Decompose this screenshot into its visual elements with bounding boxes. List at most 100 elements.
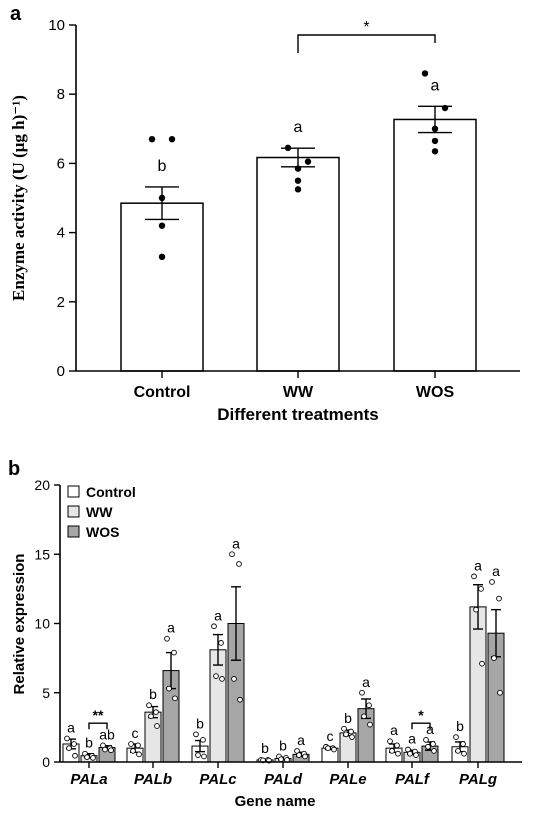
panel-b-data-point	[84, 754, 90, 761]
panel-b-legend-swatch	[67, 505, 80, 518]
panel-b-data-point	[90, 754, 96, 761]
panel-b-data-point	[367, 721, 373, 728]
panel-b-y-axis-title: Relative expression	[11, 554, 28, 695]
panel-a-significance-letter: a	[294, 119, 303, 136]
panel-b-data-point	[153, 709, 159, 715]
panel-b-legend-swatch	[67, 485, 80, 498]
panel-b-legend-swatch	[67, 525, 80, 538]
panel-a-plot-area: 0 2 4 6 8 10 b Control a WW a WOS *	[48, 17, 477, 401]
panel-b-significance-letter: a	[297, 732, 305, 748]
panel-b-data-point	[172, 695, 178, 702]
panel-a-data-point	[304, 158, 312, 165]
panel-b-y-tick-label: 10	[34, 616, 50, 632]
panel-a-data-point	[158, 253, 166, 261]
panel-b-significance-letter: a	[232, 535, 240, 551]
panel-b-legend: Control WW WOS	[67, 484, 136, 540]
panel-a-y-tick-label: 6	[57, 155, 65, 172]
panel-b-data-point	[423, 736, 429, 743]
panel-b-data-point	[136, 751, 142, 758]
panel-a-category-label: WOS	[416, 384, 455, 401]
panel-a-data-point	[431, 137, 439, 145]
panel-b-data-point	[135, 742, 141, 749]
panel-a-category-label: Control	[134, 384, 191, 401]
panel-b-data-point	[64, 735, 70, 742]
panel-b-y-tick-label: 20	[34, 477, 50, 493]
panel-a-y-axis-title: Enzyme activity (U (μg h)⁻¹)	[9, 95, 28, 301]
panel-b-significance-letter: c	[327, 728, 334, 744]
panel-b-data-point	[361, 713, 367, 720]
panel-b-data-point	[389, 748, 395, 754]
panel-a-data-point	[158, 194, 166, 202]
panel-a-bar	[256, 156, 340, 372]
panel-b-bar	[469, 606, 487, 763]
panel-b-gene-label: PALg	[459, 771, 497, 788]
panel-b-x-axis-title: Gene name	[235, 793, 316, 810]
panel-b-data-point	[461, 750, 467, 757]
panel-b-data-point	[201, 753, 207, 760]
panel-a-data-point	[148, 135, 156, 143]
panel-a: a 0 2 4 6 8 10 b Control a WW a WOS * Enzyme activit…	[9, 3, 520, 424]
panel-b-data-point	[193, 731, 199, 738]
panel-b-data-point	[108, 747, 114, 754]
panel-b-data-point	[489, 579, 495, 585]
panel-b-data-point	[343, 731, 349, 738]
panel-b-significance-letter: a	[390, 722, 398, 738]
panel-b-significance-letter: a	[67, 719, 75, 735]
panel-b-gene-label: PALe	[329, 771, 366, 788]
panel-b-data-point	[453, 734, 459, 740]
panel-b-significance-letter: ab	[99, 726, 115, 742]
panel-b-data-point	[302, 753, 308, 760]
panel-b-data-point	[166, 685, 172, 692]
panel-b-data-point	[72, 752, 78, 759]
panel-a-significance-letter: b	[158, 158, 167, 175]
panel-b-y-tick-label: 5	[42, 685, 50, 701]
panel-a-significance-star: *	[363, 19, 369, 36]
panel-b-data-point	[473, 606, 479, 613]
panel-b-data-point	[497, 689, 503, 696]
panel-b-data-point	[394, 742, 400, 749]
panel-b-significance-bracket	[411, 722, 431, 730]
panel-b-significance-letter: b	[85, 735, 93, 751]
panel-b-data-point	[359, 689, 365, 696]
panel-a-y-tick-label: 4	[57, 225, 65, 242]
panel-b-data-point	[164, 635, 170, 642]
panel-a-data-point	[294, 165, 302, 172]
panel-b-data-point	[102, 746, 108, 753]
panel-b-data-point	[154, 723, 160, 729]
panel-b-data-point	[331, 746, 337, 753]
panel-b-significance-letter: c	[132, 725, 139, 741]
panel-b-gene-label: PALc	[199, 771, 237, 788]
panel-b-significance-letter: b	[456, 718, 464, 734]
panel-b-significance-star: *	[418, 707, 424, 723]
panel-b-data-point	[325, 745, 331, 752]
panel-b-data-point	[366, 702, 372, 709]
panel-a-y-tick-label: 10	[48, 17, 65, 34]
panel-b-data-point	[349, 734, 355, 740]
panel-b-legend-label: WW	[86, 504, 113, 520]
panel-b-data-point	[479, 660, 485, 667]
panel-a-bar	[393, 118, 477, 372]
panel-a-data-point	[421, 70, 429, 77]
panel-b-data-point	[348, 728, 354, 735]
panel-b-significance-letter: b	[196, 715, 204, 731]
panel-b-data-point	[237, 696, 243, 703]
panel-a-x-axis-title: Different treatments	[217, 405, 379, 424]
panel-a-y-tick-label: 0	[57, 363, 65, 380]
panel-b-legend-label: Control	[86, 484, 136, 500]
panel-b-data-point	[471, 573, 477, 580]
panel-b-data-point	[211, 623, 217, 630]
panel-b-data-point	[296, 752, 302, 758]
panel-b-data-point	[496, 595, 502, 602]
panel-b-significance-letter: a	[408, 731, 416, 747]
panel-b-significance-letter: a	[167, 620, 175, 636]
panel-b-data-point	[430, 741, 436, 747]
panel-b-legend-label: WOS	[86, 524, 119, 540]
panel-b-significance-bracket	[88, 722, 108, 730]
panel-b-significance-letter: b	[261, 740, 269, 756]
panel-b-data-point	[200, 736, 206, 743]
panel-a-y-tick-label: 8	[57, 86, 65, 103]
panel-b-data-point	[413, 752, 419, 758]
